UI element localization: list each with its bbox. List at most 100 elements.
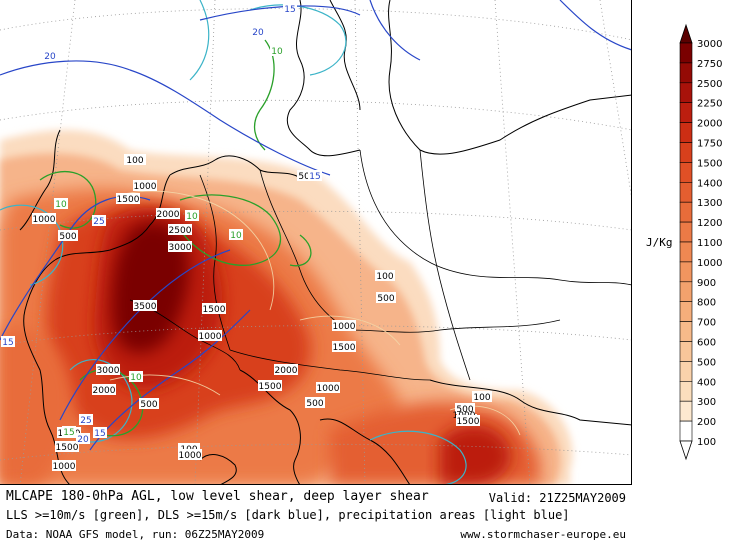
colorbar-tick-label: 1500 xyxy=(697,158,722,169)
footer: MLCAPE 180-0hPa AGL, low level shear, de… xyxy=(0,485,632,549)
dls-label: 25 xyxy=(92,215,106,227)
colorbar-swatch xyxy=(679,380,693,402)
colorbar-swatch xyxy=(679,261,693,283)
colorbar-swatch xyxy=(679,201,693,223)
svg-text:2500: 2500 xyxy=(169,226,192,236)
cape-label: 1000 xyxy=(178,449,202,461)
cape-area-2000-se xyxy=(440,425,511,484)
colorbar-swatch xyxy=(679,361,693,382)
colorbar-swatch xyxy=(679,142,693,163)
cape-label: 100 xyxy=(124,154,146,166)
lls-label: 10 xyxy=(54,198,68,210)
colorbar-swatch xyxy=(679,102,693,123)
cape-label: 1000 xyxy=(133,180,157,192)
svg-text:1500: 1500 xyxy=(117,195,140,205)
colorbar-tick-label: 1400 xyxy=(697,178,722,189)
colorbar-tick-label: 200 xyxy=(697,417,716,428)
colorbar: 3000 2750 2500 2250 2000 1750 1500 1400 1300 1200… xyxy=(632,0,732,485)
svg-text:1500: 1500 xyxy=(457,417,480,427)
svg-text:500: 500 xyxy=(306,399,323,409)
cape-label: 500 xyxy=(305,397,325,409)
colorbar-swatch xyxy=(679,241,693,263)
colorbar-tick-label: 500 xyxy=(697,357,716,368)
svg-text:1000: 1000 xyxy=(333,322,356,332)
svg-text:500: 500 xyxy=(59,232,76,242)
colorbar-unit: J/Kg xyxy=(646,236,673,249)
cape-label: 1500 xyxy=(202,303,226,315)
svg-text:15: 15 xyxy=(94,429,105,439)
lls-labels: 10 10 10 10 15 10 xyxy=(54,45,284,438)
valid-time: Valid: 21Z25MAY2009 xyxy=(488,491,626,505)
cape-label: 500 xyxy=(376,292,396,304)
svg-text:25: 25 xyxy=(80,416,91,426)
colorbar-tick-label: 700 xyxy=(697,318,716,329)
colorbar-tick-label: 1200 xyxy=(697,218,722,229)
cape-label: 1000 xyxy=(32,213,56,225)
colorbar-swatch xyxy=(679,281,693,302)
svg-text:25: 25 xyxy=(93,217,104,227)
colorbar-tick-label: 600 xyxy=(697,338,716,349)
colorbar-tick-label: 100 xyxy=(697,437,716,448)
dls-label: 25 xyxy=(79,414,93,426)
cape-label: 500 xyxy=(58,230,78,242)
svg-text:1000: 1000 xyxy=(317,384,340,394)
svg-text:15: 15 xyxy=(284,5,295,15)
colorbar-swatch xyxy=(679,221,693,243)
svg-text:2000: 2000 xyxy=(93,386,116,396)
svg-text:20: 20 xyxy=(44,52,56,62)
svg-text:100: 100 xyxy=(126,156,143,166)
svg-text:2000: 2000 xyxy=(157,210,180,220)
data-source: Data: NOAA GFS model, run: 06Z25MAY2009 xyxy=(6,528,265,541)
lls-label: 10 xyxy=(129,371,143,383)
country-borders xyxy=(129,149,631,381)
svg-text:10: 10 xyxy=(271,47,283,57)
colorbar-min-arrow xyxy=(679,440,693,461)
svg-text:500: 500 xyxy=(456,405,473,415)
cape-label: 2000 xyxy=(156,208,180,220)
cape-label: 1500 xyxy=(55,441,79,453)
svg-text:500: 500 xyxy=(377,294,394,304)
colorbar-canvas: 3000 2750 2500 2250 2000 1750 1500 1400 1300 1200… xyxy=(679,23,722,461)
colorbar-swatch xyxy=(679,321,693,342)
dls-label: 20 xyxy=(251,26,265,38)
cape-label: 3000 xyxy=(96,364,120,376)
title-line-2: LLS >=10m/s [green], DLS >=15m/s [dark b… xyxy=(6,508,570,522)
svg-text:1000: 1000 xyxy=(53,462,76,472)
cape-fill-layer xyxy=(0,130,573,484)
colorbar-max-arrow xyxy=(679,23,693,44)
svg-text:1500: 1500 xyxy=(259,382,282,392)
title-line-1: MLCAPE 180-0hPa AGL, low level shear, de… xyxy=(6,489,429,504)
dls-label: 15 xyxy=(1,336,15,348)
cape-label: 500 xyxy=(139,398,159,410)
cape-label: 500 xyxy=(297,170,317,182)
colorbar-tick-label: 800 xyxy=(697,298,716,309)
colorbar-tick-label: 900 xyxy=(697,278,716,289)
colorbar-swatch xyxy=(679,400,693,422)
website-link[interactable]: www.stormchaser-europe.eu xyxy=(460,528,626,541)
dls-label: 15 xyxy=(283,3,297,15)
dls-label: 20 xyxy=(76,433,90,445)
svg-text:10: 10 xyxy=(230,231,242,241)
svg-text:3500: 3500 xyxy=(134,302,157,312)
colorbar-swatch xyxy=(679,62,693,84)
lls-label: 15 xyxy=(62,426,76,438)
svg-text:1500: 1500 xyxy=(56,443,79,453)
dls-label: 15 xyxy=(308,170,322,182)
cape-label: 100 xyxy=(375,270,395,282)
svg-text:100: 100 xyxy=(473,393,490,403)
colorbar-swatch xyxy=(679,301,693,322)
colorbar-tick-label: 400 xyxy=(697,377,716,388)
svg-text:15: 15 xyxy=(63,428,74,438)
cape-label: 2000 xyxy=(274,364,298,376)
dls-label: 15 xyxy=(93,427,107,439)
svg-text:1000: 1000 xyxy=(33,215,56,225)
colorbar-tick-label: 1100 xyxy=(697,238,722,249)
colorbar-tick-label: 2000 xyxy=(697,119,722,130)
svg-text:20: 20 xyxy=(252,28,264,38)
dls-label: 20 xyxy=(43,50,57,62)
svg-text:100: 100 xyxy=(376,272,393,282)
colorbar-tick-label: 2250 xyxy=(697,99,722,110)
svg-text:500: 500 xyxy=(140,400,157,410)
svg-text:1000: 1000 xyxy=(179,451,202,461)
colorbar-tick-label: 2500 xyxy=(697,79,722,90)
